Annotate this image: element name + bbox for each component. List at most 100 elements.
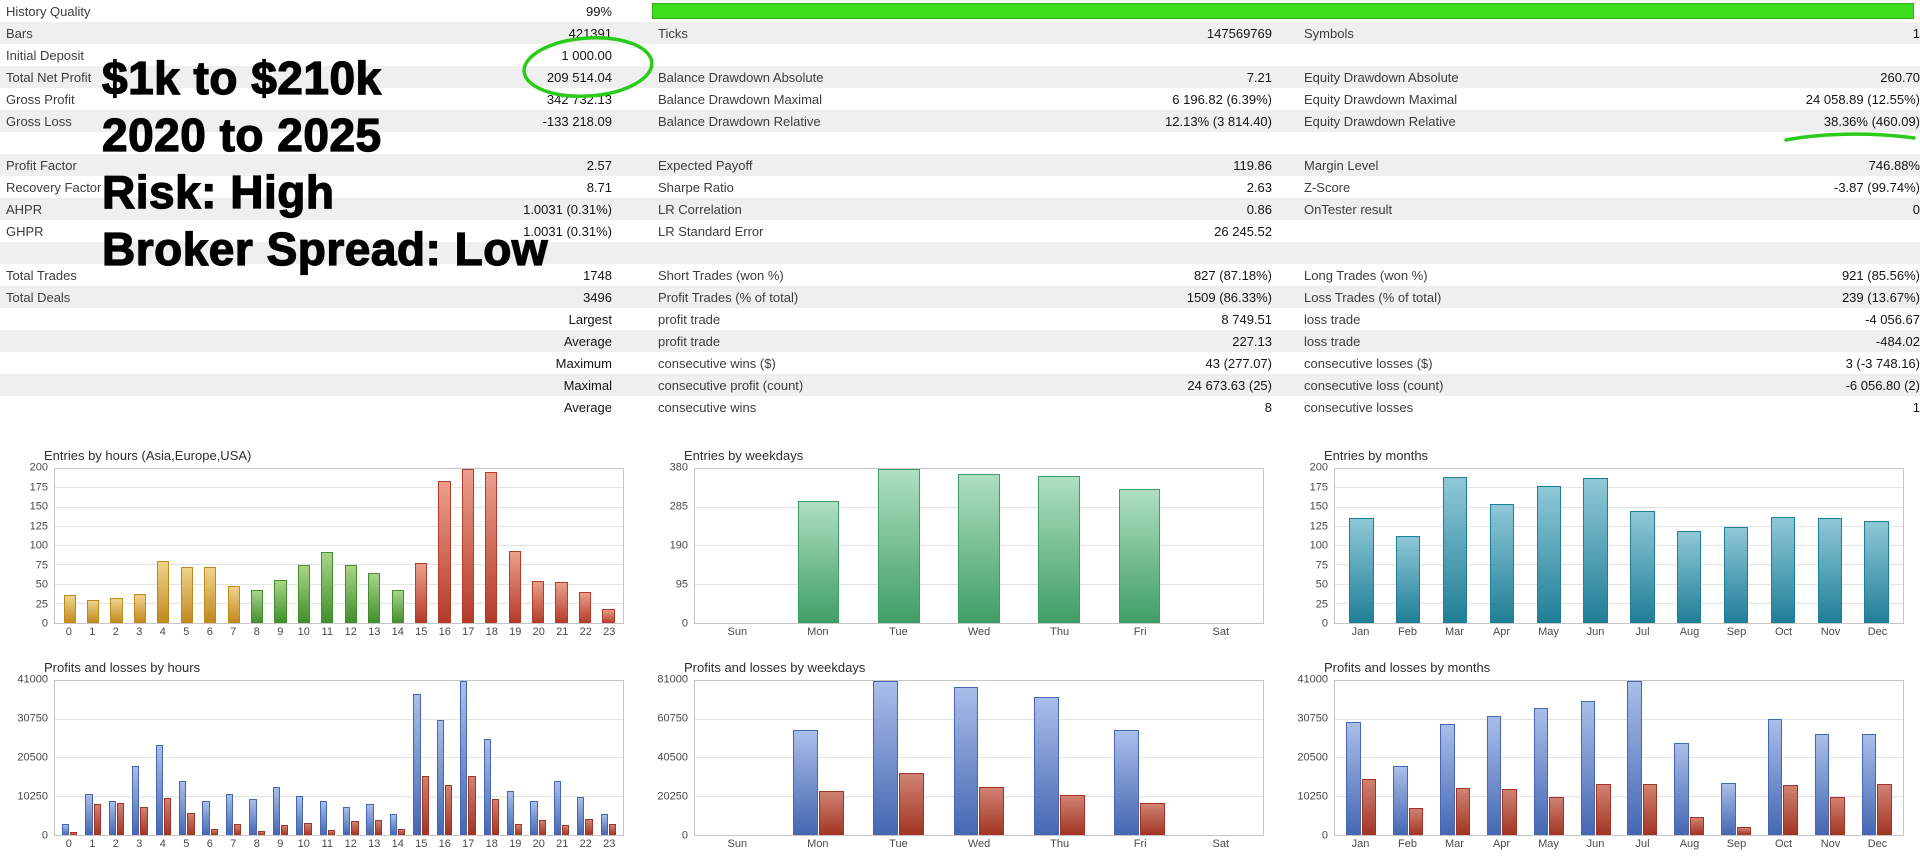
- gridline: [695, 795, 1263, 797]
- bar-slot: [698, 469, 778, 623]
- profit-bar: [506, 790, 515, 835]
- entries-bar: [368, 572, 381, 623]
- stat-value: 921 (85.56%): [1841, 267, 1920, 283]
- stat-label: GHPR: [6, 223, 44, 239]
- stat-row: Gross Profit 342 732.13 Balance Drawdown M…: [0, 88, 1920, 110]
- gridline: [1335, 545, 1903, 546]
- bar-slot: [1338, 681, 1385, 835]
- stat-label: Ticks: [658, 25, 688, 41]
- x-axis-tick: 21: [556, 838, 569, 850]
- bar-slot: [526, 469, 549, 623]
- x-axis-tick: 16: [438, 626, 451, 638]
- loss-bar: [1689, 816, 1705, 835]
- stat-value: 239 (13.67%): [1841, 289, 1920, 305]
- x-axis-tick: 3: [136, 838, 143, 850]
- stat-value: 43 (277.07): [1205, 355, 1273, 371]
- gridline: [55, 583, 623, 585]
- y-axis-tick: 30750: [17, 712, 48, 725]
- y-axis-tick: 150: [29, 500, 48, 513]
- loss-bar: [351, 821, 359, 835]
- bar-slot: [1432, 469, 1479, 623]
- gridline: [695, 757, 1263, 758]
- stat-label: consecutive wins: [658, 399, 757, 415]
- bar-slot: [597, 469, 620, 623]
- stat-row: Total Deals 3496 Profit Trades (% of total…: [0, 286, 1920, 308]
- bar-slot: [456, 681, 479, 835]
- y-axis-tick: 25: [35, 598, 48, 610]
- x-axis-tick: 23: [603, 838, 616, 850]
- y-axis-tick: 285: [669, 500, 688, 513]
- chart-title: Entries by months: [1324, 448, 1429, 463]
- profit-bar: [553, 780, 562, 835]
- bar-slot: [1759, 681, 1806, 835]
- profit-bar: [108, 801, 117, 835]
- gridline: [55, 545, 623, 546]
- x-axis-tick: Dec: [1867, 626, 1888, 638]
- stat-label: consecutive loss (count): [1304, 377, 1444, 393]
- x-axis-tick: Nov: [1820, 838, 1841, 850]
- y-axis-tick: 10250: [1297, 790, 1328, 803]
- y-axis-tick: 200: [1309, 461, 1328, 474]
- entries-bar: [251, 589, 264, 623]
- y-axis-tick: 0: [1321, 829, 1328, 842]
- y-axis: 200 175 150 125 100 75 50 25 0: [1290, 462, 1334, 629]
- loss-bar: [374, 820, 382, 835]
- bar-slot: [292, 681, 315, 835]
- x-axis-tick: Thu: [1050, 626, 1070, 638]
- profit-bar: [1440, 724, 1455, 835]
- profit-bar: [577, 796, 585, 835]
- x-axis-tick: 20: [532, 626, 545, 638]
- entries-bar: [555, 582, 568, 623]
- y-axis-tick: 100: [1309, 539, 1328, 552]
- bar-slot: [1019, 469, 1099, 623]
- gridline: [1335, 795, 1903, 797]
- x-axis-tick: Sun: [727, 626, 748, 638]
- x-axis-tick: 19: [509, 838, 522, 850]
- stat-row: [0, 132, 1920, 154]
- stat-row: Gross Loss -133 218.09 Balance Drawdown Re…: [0, 110, 1920, 132]
- plot-area: [694, 468, 1264, 624]
- chart-3: Profits and losses by hours 41000 30750 205…: [10, 660, 624, 854]
- y-axis-tick: 30750: [1297, 712, 1328, 725]
- gridline: [55, 795, 623, 797]
- entries-bar: [414, 562, 428, 623]
- x-axis-tick: 0: [65, 838, 72, 850]
- stat-value: 2.63: [1246, 179, 1272, 195]
- stat-value: 746.88%: [1868, 157, 1920, 173]
- chart-5: Profits and losses by months 41000 30750 20…: [1290, 660, 1904, 854]
- x-axis-tick: Wed: [967, 838, 991, 850]
- y-axis-tick: 40500: [657, 751, 688, 764]
- entries-bar: [877, 469, 920, 623]
- y-axis-tick: 0: [41, 829, 48, 842]
- x-axis-tick: 21: [556, 626, 569, 638]
- x-axis-tick: Apr: [1492, 838, 1511, 850]
- stat-row: Average consecutive wins 8 consecutive loss…: [0, 396, 1920, 418]
- y-axis-tick: 20500: [17, 751, 48, 764]
- bar-slot: [1385, 469, 1432, 623]
- stat-label: consecutive losses ($): [1304, 355, 1433, 371]
- stat-row: [0, 242, 1920, 264]
- y-axis-tick: 100: [29, 539, 48, 552]
- stat-value: -6 056.80 (2): [1845, 377, 1920, 393]
- gridline: [55, 718, 623, 720]
- entries-bar: [87, 599, 100, 623]
- entries-bar: [1396, 536, 1421, 623]
- bar-slot: [316, 469, 339, 623]
- bar-slot: [1806, 469, 1853, 623]
- bar-slot: [698, 681, 778, 835]
- bar-slot: [526, 681, 549, 835]
- x-axis-tick: 23: [603, 626, 616, 638]
- bar-slot: [152, 469, 175, 623]
- loss-bar: [304, 822, 312, 835]
- bar-slot: [362, 681, 385, 835]
- bar-slot: [433, 469, 456, 623]
- loss-bar: [1830, 797, 1845, 835]
- loss-bar: [1140, 803, 1165, 835]
- x-axis-tick: 15: [415, 838, 428, 850]
- x-axis-tick: 13: [368, 838, 381, 850]
- bar-slot: [550, 681, 573, 835]
- x-axis-tick: Jun: [1586, 626, 1605, 638]
- profit-bar: [296, 795, 304, 835]
- x-axis-tick: 2: [112, 626, 119, 638]
- x-axis-tick: Wed: [967, 626, 991, 638]
